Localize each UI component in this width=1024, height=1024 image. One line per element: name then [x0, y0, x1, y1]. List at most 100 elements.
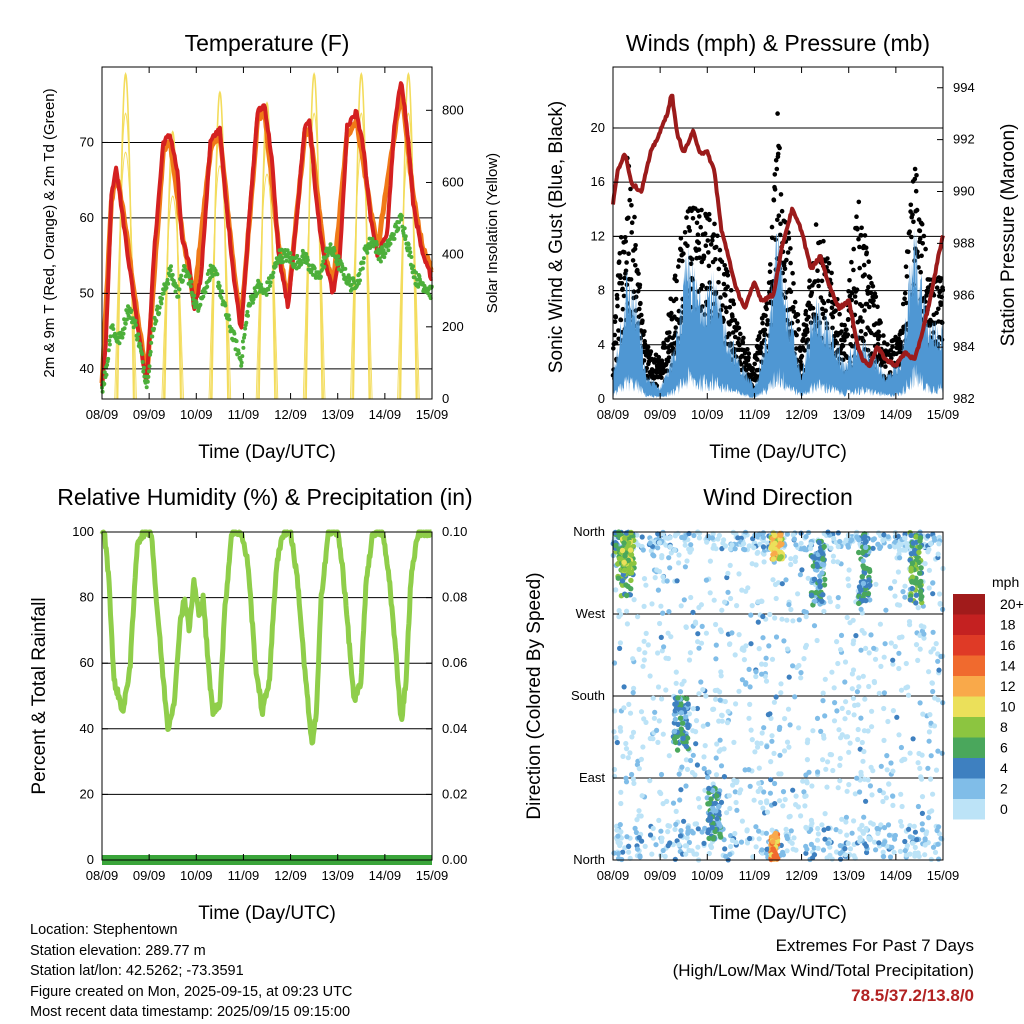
direction-point	[795, 804, 802, 810]
direction-point	[777, 540, 783, 547]
direction-point	[672, 716, 679, 723]
direction-point	[673, 669, 679, 675]
y-tick-label: North	[573, 852, 605, 867]
direction-point	[719, 718, 725, 724]
dewpoint-point	[284, 258, 289, 263]
direction-point	[865, 728, 871, 734]
gust-point	[636, 271, 641, 276]
direction-point	[761, 725, 767, 731]
direction-point	[915, 803, 922, 810]
gust-point	[673, 330, 678, 335]
direction-point	[707, 815, 713, 821]
gust-point	[626, 215, 631, 221]
direction-point	[803, 793, 809, 799]
direction-point	[898, 818, 904, 825]
direction-point	[925, 765, 931, 771]
direction-point	[663, 655, 669, 661]
dewpoint-point	[336, 254, 341, 259]
dewpoint-point	[152, 326, 156, 331]
direction-point	[746, 767, 752, 773]
direction-point	[804, 846, 810, 852]
direction-point	[906, 826, 912, 832]
gust-point	[618, 235, 624, 240]
direction-point	[827, 599, 834, 605]
y-tick-label: West	[576, 606, 606, 621]
direction-point	[731, 739, 737, 746]
direction-point	[679, 764, 685, 770]
dewpoint-point	[417, 274, 422, 279]
dewpoint-point	[198, 302, 203, 307]
x-tick-label: 13/09	[832, 407, 865, 422]
direction-point	[636, 646, 642, 653]
dewpoint-point	[240, 339, 245, 344]
legend-swatch	[953, 758, 985, 779]
gust-point	[913, 188, 919, 194]
gust-point	[816, 283, 821, 289]
direction-point	[822, 811, 828, 817]
gust-point	[711, 232, 716, 237]
direction-point	[863, 538, 869, 545]
direction-point	[624, 621, 631, 627]
dewpoint-point	[273, 264, 278, 269]
gust-point	[791, 281, 796, 286]
direction-point	[884, 753, 890, 759]
gust-point	[684, 215, 689, 220]
y-tick-label: 0	[598, 391, 605, 406]
y-tick-label-right: 0.06	[442, 655, 467, 670]
direction-point	[860, 580, 867, 587]
direction-point	[747, 684, 753, 690]
gust-point	[685, 243, 690, 249]
gust-point	[919, 221, 925, 227]
direction-point	[930, 580, 936, 586]
x-tick-label: 12/09	[274, 407, 307, 422]
gust-point	[788, 246, 793, 251]
temperature-plot-frame	[101, 66, 433, 400]
pressure-series	[611, 93, 945, 369]
direction-point	[636, 766, 642, 772]
direction-point	[717, 831, 723, 837]
gust-point	[785, 250, 791, 255]
direction-point	[673, 700, 680, 706]
direction-point	[822, 676, 828, 682]
gust-point	[705, 238, 711, 243]
gust-point	[912, 176, 918, 182]
direction-point	[652, 709, 658, 715]
dewpoint-point	[121, 331, 126, 336]
dewpoint-point	[386, 248, 391, 253]
gust-point	[624, 260, 629, 265]
gust-point	[728, 288, 734, 293]
direction-point	[917, 700, 923, 706]
direction-point	[759, 730, 765, 736]
dewpoint-point	[382, 255, 387, 260]
dewpoint-point	[140, 360, 145, 364]
dewpoint-point	[157, 311, 162, 316]
gust-point	[745, 347, 750, 352]
direction-point	[664, 578, 670, 584]
direction-point	[888, 585, 894, 591]
gust-point	[920, 241, 925, 246]
gust-point	[918, 269, 923, 275]
dewpoint-point	[147, 364, 152, 369]
direction-point	[878, 763, 884, 769]
direction-point	[808, 592, 815, 598]
direction-point	[875, 541, 881, 547]
direction-point	[674, 578, 680, 584]
direction-point	[615, 851, 622, 857]
direction-point	[898, 744, 905, 751]
direction-point	[869, 792, 875, 798]
direction-point	[622, 553, 628, 559]
humidity-panel: Relative Humidity (%) & Precipitation (i…	[29, 484, 473, 924]
gust-point	[847, 278, 852, 283]
gust-point	[782, 266, 788, 272]
gust-point	[825, 256, 830, 261]
legend-swatch	[953, 594, 985, 615]
gust-point	[854, 287, 860, 293]
direction-point	[617, 640, 624, 646]
gust-point	[635, 267, 640, 273]
gust-point	[738, 331, 743, 337]
direction-point	[919, 752, 925, 758]
gust-point	[889, 355, 894, 361]
direction-point	[914, 837, 920, 843]
temperature-x-label: Time (Day/UTC)	[198, 442, 336, 463]
direction-point	[641, 603, 647, 610]
